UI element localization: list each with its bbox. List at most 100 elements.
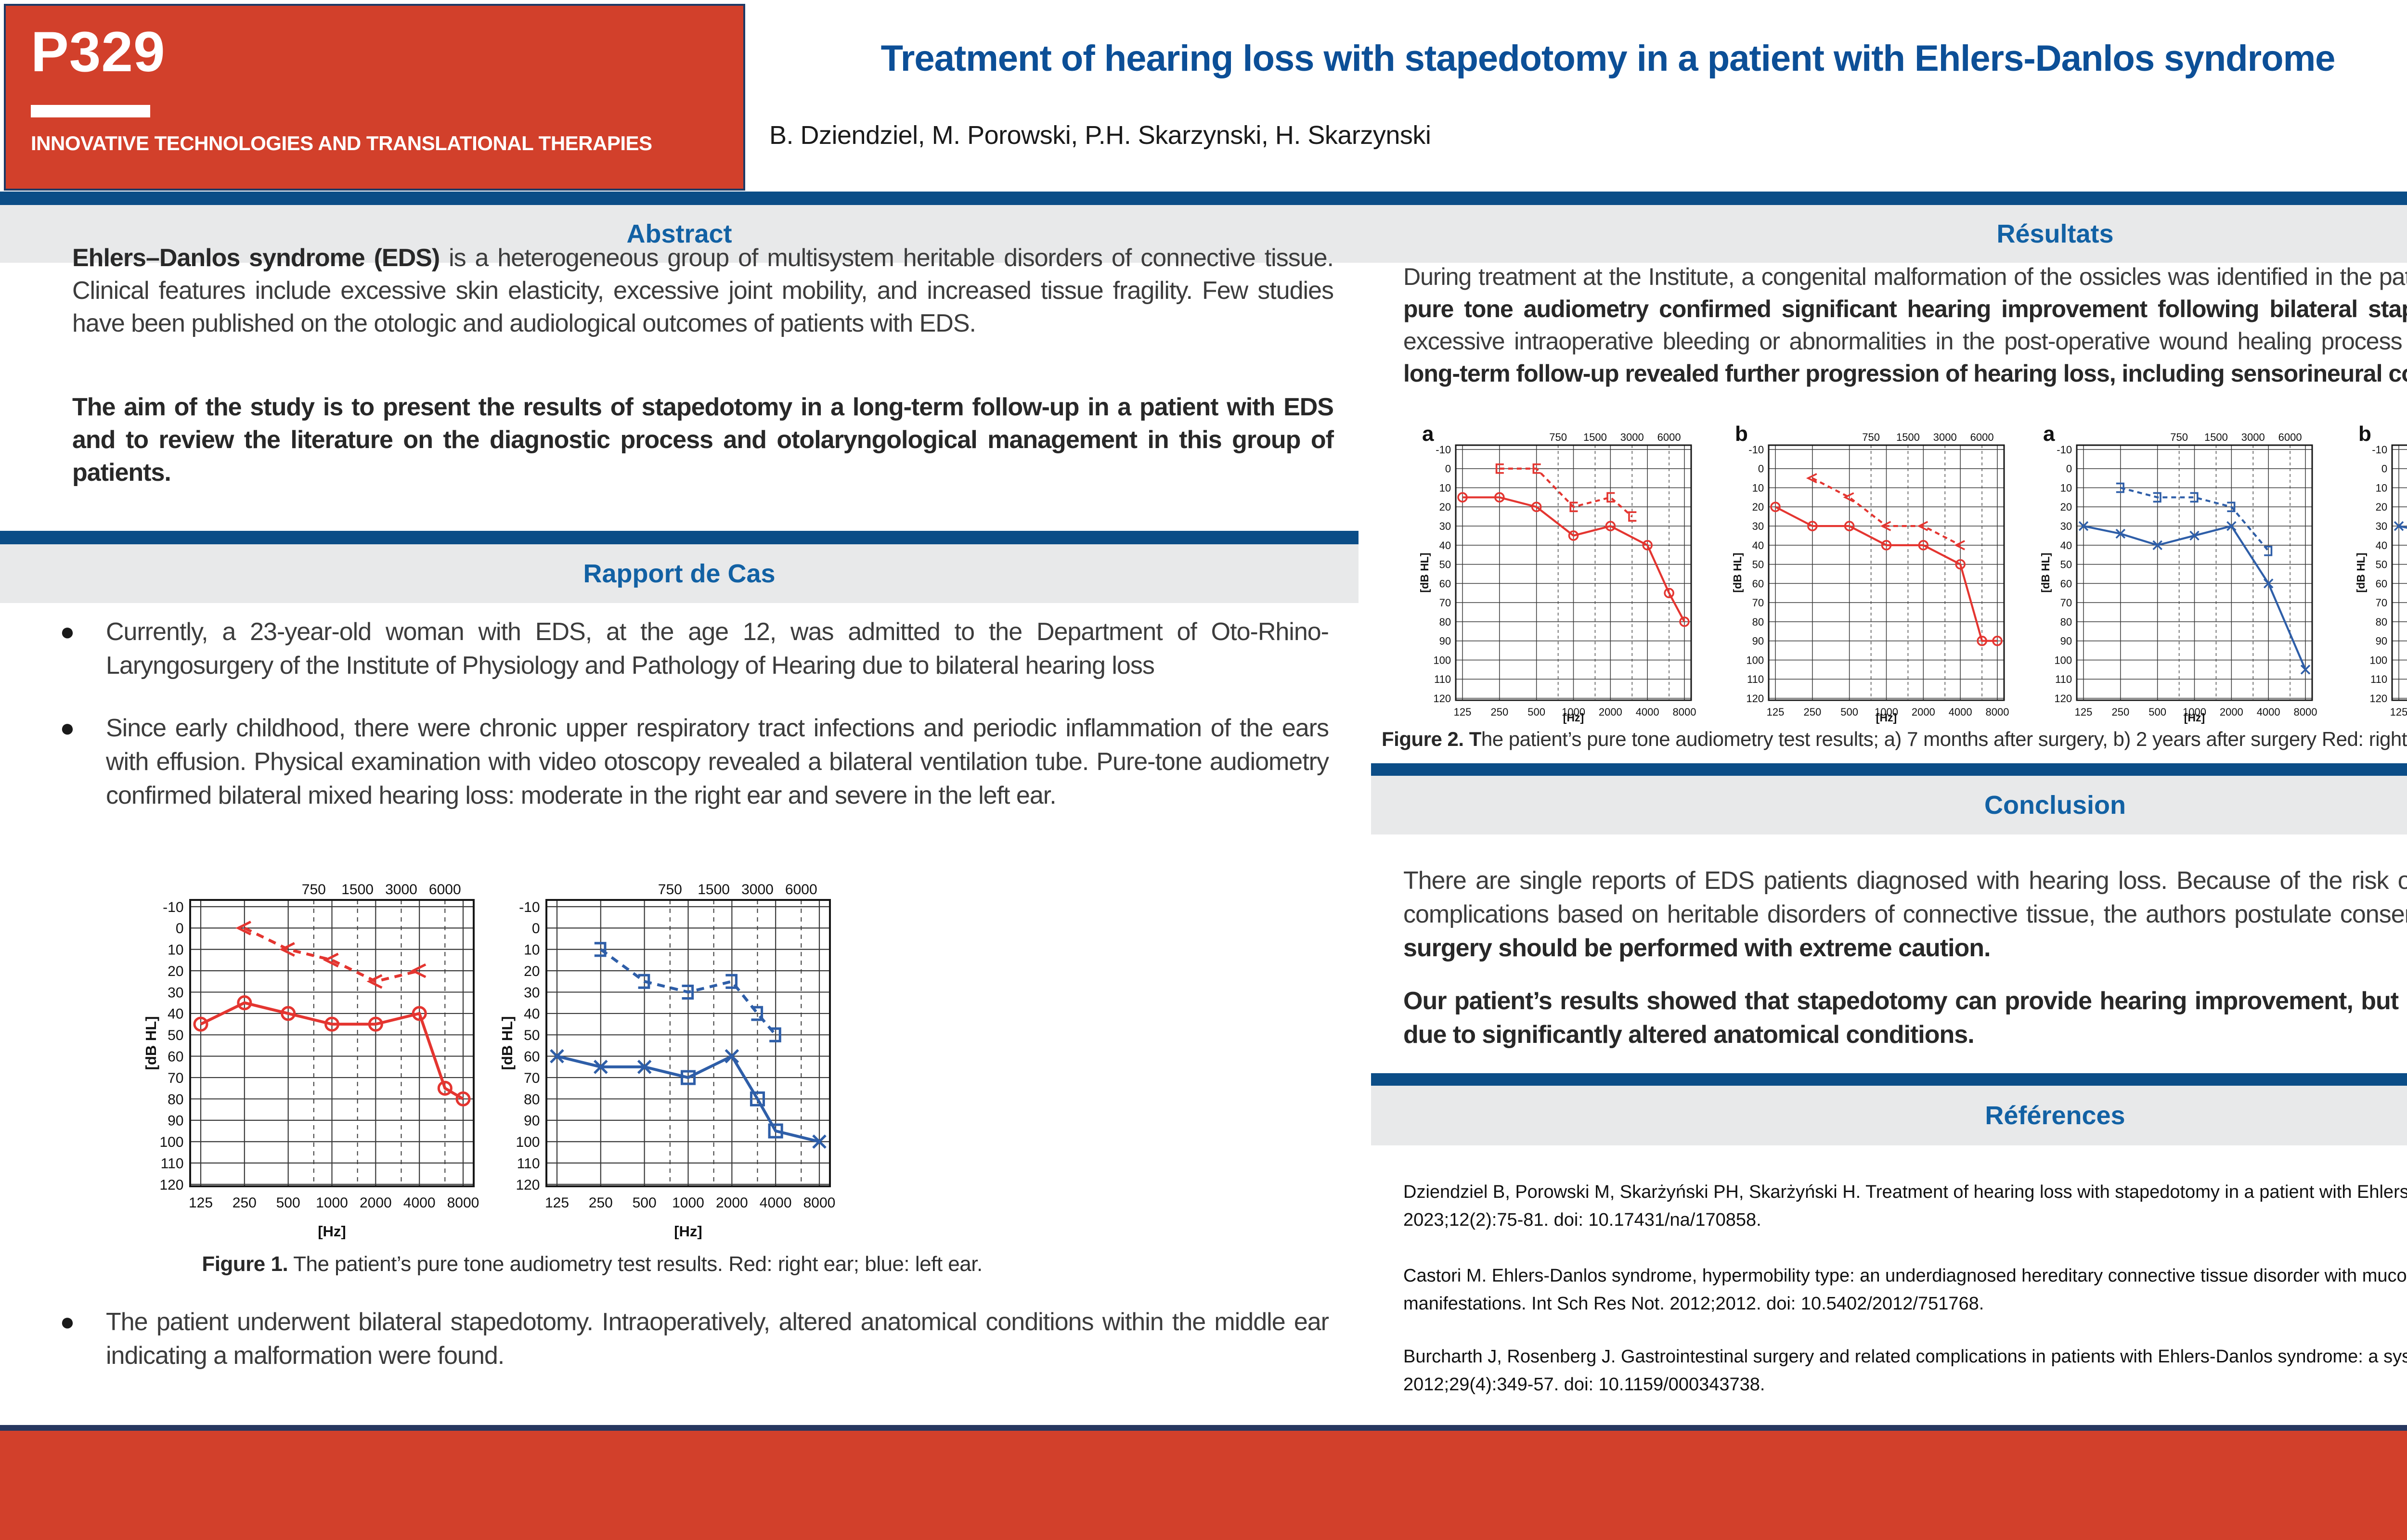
svg-text:120: 120 — [2054, 693, 2072, 705]
svg-text:1500: 1500 — [2204, 431, 2228, 443]
svg-text:[dB HL]: [dB HL] — [2356, 552, 2367, 592]
svg-text:10: 10 — [2376, 482, 2387, 494]
svg-text:40: 40 — [2060, 539, 2072, 552]
figure2-caption: Figure 2. The patient’s pure tone audiom… — [1382, 728, 2407, 750]
svg-text:20: 20 — [168, 963, 183, 979]
svg-text:-10: -10 — [163, 899, 183, 915]
svg-text:100: 100 — [516, 1134, 540, 1150]
svg-text:250: 250 — [1803, 706, 1821, 718]
svg-text:60: 60 — [168, 1049, 183, 1065]
svg-text:1000: 1000 — [2183, 706, 2206, 718]
track-label: INNOVATIVE TECHNOLOGIES AND TRANSLATIONA… — [31, 132, 652, 154]
svg-text:110: 110 — [517, 1155, 540, 1171]
svg-text:4000: 4000 — [1636, 706, 1659, 718]
svg-text:3000: 3000 — [385, 882, 417, 898]
bullet-icon: ● — [60, 714, 75, 742]
footer-divider — [0, 1425, 2407, 1431]
figure1-caption: Figure 1. The patient’s pure tone audiom… — [202, 1252, 983, 1276]
svg-text:80: 80 — [168, 1091, 183, 1107]
svg-text:6000: 6000 — [1970, 431, 1994, 443]
section-band — [0, 544, 1359, 603]
svg-text:100: 100 — [2369, 654, 2387, 666]
svg-text:30: 30 — [1439, 520, 1451, 532]
svg-text:125: 125 — [2390, 706, 2407, 718]
svg-text:6000: 6000 — [1657, 431, 1681, 443]
svg-text:750: 750 — [1549, 431, 1567, 443]
svg-text:a: a — [2043, 424, 2055, 446]
svg-text:0: 0 — [2066, 463, 2072, 475]
svg-text:3000: 3000 — [1620, 431, 1644, 443]
svg-text:1500: 1500 — [1583, 431, 1607, 443]
poster-id: P329 — [31, 20, 166, 84]
svg-text:250: 250 — [233, 1195, 257, 1211]
svg-text:2000: 2000 — [716, 1195, 748, 1211]
svg-text:20: 20 — [524, 963, 540, 979]
svg-text:125: 125 — [545, 1195, 569, 1211]
svg-text:8000: 8000 — [803, 1195, 836, 1211]
page-title: Treatment of hearing loss with stapedoto… — [880, 38, 2336, 79]
svg-text:3000: 3000 — [2241, 431, 2265, 443]
section-bar — [1371, 1073, 2407, 1086]
svg-text:90: 90 — [1439, 635, 1451, 647]
case-bullet-2-text: Since early childhood, there were chroni… — [106, 714, 1329, 809]
svg-text:-10: -10 — [519, 899, 540, 915]
svg-text:750: 750 — [302, 882, 326, 898]
svg-text:30: 30 — [2376, 520, 2387, 532]
svg-text:1500: 1500 — [1896, 431, 1920, 443]
svg-text:100: 100 — [1746, 654, 1764, 666]
svg-text:100: 100 — [1433, 654, 1451, 666]
svg-text:20: 20 — [1752, 501, 1764, 513]
case-bullet-3-text: The patient underwent bilateral stapedot… — [106, 1308, 1329, 1370]
reference-1: Dziendziel B, Porowski M, Skarżyński PH,… — [1403, 1182, 2407, 1230]
svg-text:20: 20 — [1439, 501, 1451, 513]
section-bar — [0, 192, 2407, 205]
svg-text:20: 20 — [2376, 501, 2387, 513]
svg-text:[dB HL]: [dB HL] — [1733, 552, 1744, 592]
svg-text:70: 70 — [2376, 597, 2387, 609]
poster-id-box: P329 INNOVATIVE TECHNOLOGIES AND TRANSLA… — [4, 4, 745, 191]
svg-text:90: 90 — [2060, 635, 2072, 647]
svg-text:2000: 2000 — [1912, 706, 1935, 718]
svg-text:125: 125 — [1454, 706, 1472, 718]
results-paragraph: During treatment at the Institute, a con… — [1403, 263, 2407, 387]
svg-text:30: 30 — [168, 985, 183, 1001]
svg-text:500: 500 — [2148, 706, 2166, 718]
svg-text:[Hz]: [Hz] — [674, 1223, 702, 1239]
svg-text:3000: 3000 — [741, 882, 774, 898]
svg-text:20: 20 — [2060, 501, 2072, 513]
svg-text:70: 70 — [2060, 597, 2072, 609]
svg-text:[Hz]: [Hz] — [1563, 711, 1584, 724]
conclusion-paragraph-2: Our patient’s results showed that staped… — [1403, 987, 2407, 1049]
svg-text:[dB HL]: [dB HL] — [501, 1016, 516, 1070]
section-title-abstract: Abstract — [626, 219, 732, 248]
svg-text:90: 90 — [1752, 635, 1764, 647]
svg-text:-10: -10 — [1748, 444, 1764, 456]
svg-text:500: 500 — [1527, 706, 1545, 718]
section-band — [1371, 776, 2407, 834]
reference-2: Castori M. Ehlers-Danlos syndrome, hyper… — [1403, 1266, 2407, 1314]
poster-authors: B. Dziendziel, M. Porowski, P.H. Skarzyn… — [769, 121, 1431, 150]
svg-text:750: 750 — [658, 882, 682, 898]
svg-text:[dB HL]: [dB HL] — [1420, 552, 1431, 592]
case-bullet-1: ● Currently, a 23-year-old woman with ED… — [29, 615, 1329, 682]
svg-text:250: 250 — [1490, 706, 1508, 718]
svg-text:80: 80 — [2060, 616, 2072, 628]
svg-text:80: 80 — [524, 1091, 540, 1107]
svg-text:250: 250 — [2111, 706, 2129, 718]
svg-text:110: 110 — [1434, 673, 1451, 685]
svg-text:-10: -10 — [2372, 444, 2387, 456]
svg-text:8000: 8000 — [2294, 706, 2317, 718]
svg-text:70: 70 — [1752, 597, 1764, 609]
svg-text:30: 30 — [2060, 520, 2072, 532]
audiogram-fig2b-left-ear: -100102030405060708090100110120125250500… — [2356, 424, 2407, 718]
svg-text:125: 125 — [189, 1195, 213, 1211]
abstract-paragraph-2: The aim of the study is to present the r… — [72, 393, 1334, 487]
case-bullet-3: ● The patient underwent bilateral staped… — [29, 1305, 1329, 1373]
svg-text:4000: 4000 — [2257, 706, 2280, 718]
svg-text:a: a — [1422, 424, 1434, 446]
svg-text:10: 10 — [1752, 482, 1764, 494]
svg-text:250: 250 — [589, 1195, 613, 1211]
case-bullet-2: ● Since early childhood, there were chro… — [29, 711, 1329, 812]
